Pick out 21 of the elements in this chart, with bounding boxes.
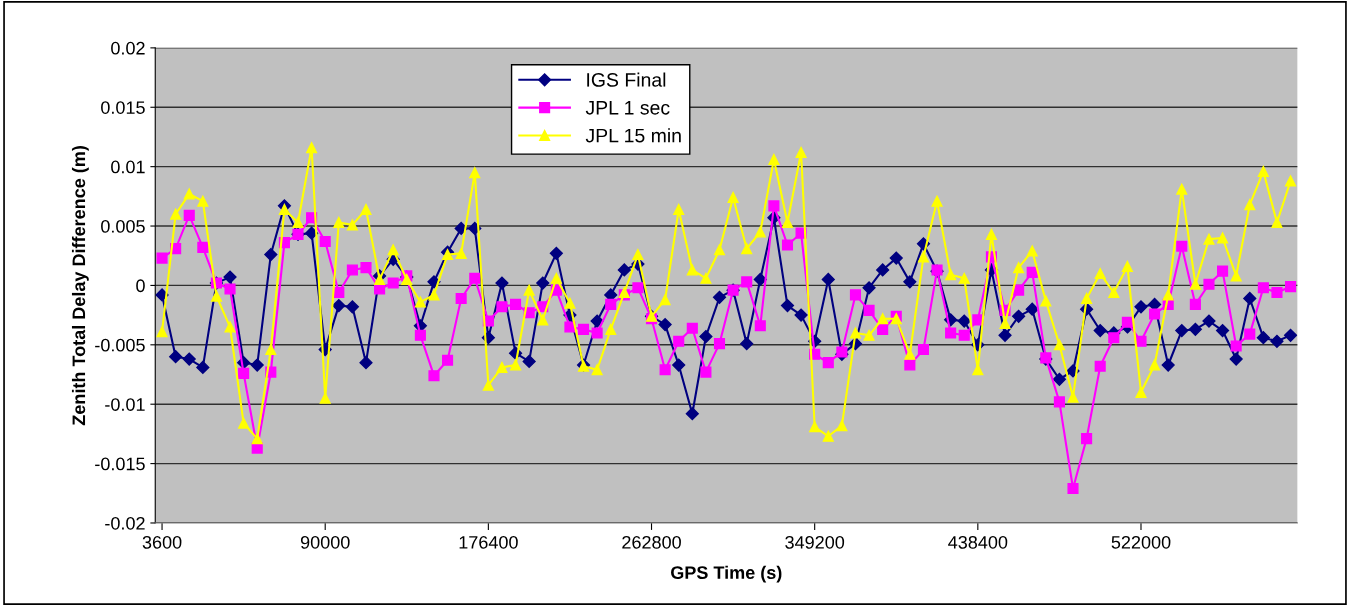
legend-label: JPL 1 sec [585,101,670,115]
x-tick-label: 90000 [300,535,350,549]
legend-label: IGS Final [587,72,666,87]
y-tick-label: 0.01 [111,160,145,174]
y-tick-label: -0.005 [95,338,145,352]
y-tick-label: 0 [136,279,145,293]
x-tick-label: 176400 [459,535,518,549]
y-tick-label: -0.015 [95,457,145,471]
y-tick-label: -0.01 [105,398,145,411]
x-axis-title: GPS Time (s) [671,565,782,583]
x-tick-label: 3600 [142,535,182,549]
x-tick-label: 262800 [622,535,681,549]
x-tick-label: 438400 [948,535,1008,549]
y-tick-label: 0.015 [101,101,145,114]
legend-label: JPL 15 min [585,128,681,143]
y-tick-label: 0.02 [111,41,145,55]
x-tick-label: 349200 [785,535,845,549]
y-axis-title: Zenith Total Delay Difference (m) [71,146,89,426]
y-tick-label: 0.005 [101,219,145,233]
y-tick-label: -0.02 [105,516,145,530]
x-tick-label: 522000 [1111,535,1171,549]
